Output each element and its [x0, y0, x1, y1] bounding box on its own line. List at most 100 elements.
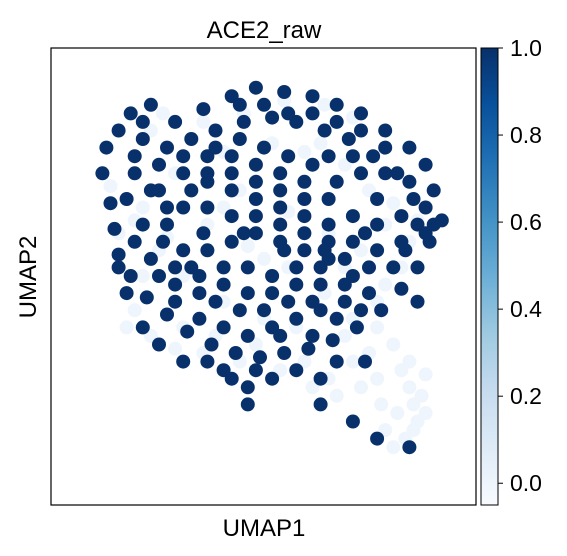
- data-point-high: [119, 192, 134, 206]
- data-point-high: [313, 260, 328, 275]
- points-layer: [95, 80, 449, 455]
- data-point-high: [297, 209, 312, 224]
- colorbar-tick-label: 1.0: [510, 35, 542, 61]
- data-point-high: [160, 140, 174, 155]
- data-point-high: [321, 149, 336, 164]
- data-point-high: [426, 183, 441, 198]
- data-point-high: [143, 183, 158, 198]
- data-point-high: [281, 294, 296, 309]
- data-point-high: [200, 200, 215, 215]
- data-point-high: [257, 303, 271, 318]
- data-point-high: [176, 166, 191, 181]
- data-point-high: [156, 234, 170, 249]
- data-point-high: [127, 166, 142, 181]
- data-point-high: [135, 114, 150, 129]
- data-point-high: [297, 174, 312, 189]
- data-point-high: [168, 294, 183, 309]
- data-point-high: [349, 320, 364, 335]
- data-point-high: [168, 114, 183, 129]
- data-point-low: [390, 406, 405, 420]
- data-point-high: [313, 397, 328, 412]
- data-point-high: [426, 217, 441, 232]
- data-point-low: [402, 380, 417, 395]
- data-point-low: [337, 328, 352, 343]
- data-point-high: [111, 247, 126, 262]
- data-point-low: [370, 320, 385, 335]
- data-point-high: [160, 200, 174, 215]
- data-point-high: [200, 243, 215, 258]
- data-point-high: [345, 414, 360, 429]
- data-point-high: [329, 174, 344, 189]
- data-point-high: [370, 217, 385, 232]
- data-point-high: [277, 85, 292, 99]
- data-point-high: [394, 281, 409, 296]
- data-point-high: [265, 110, 280, 125]
- plot-frame: [50, 47, 477, 506]
- data-point-high: [176, 149, 191, 164]
- data-point-low: [378, 277, 393, 292]
- data-point-high: [305, 157, 320, 172]
- data-point-high: [143, 97, 158, 112]
- data-point-high: [119, 286, 134, 301]
- data-point-high: [224, 209, 239, 224]
- data-point-high: [297, 192, 312, 206]
- data-point-high: [135, 132, 150, 146]
- y-axis-label: UMAP2: [15, 236, 42, 319]
- data-point-low: [329, 388, 344, 403]
- data-point-low: [103, 179, 118, 194]
- data-point-high: [418, 157, 433, 172]
- data-point-high: [224, 149, 239, 164]
- data-point-high: [410, 260, 425, 275]
- data-point-high: [240, 286, 255, 301]
- data-point-high: [362, 260, 376, 275]
- data-point-high: [257, 97, 271, 112]
- data-point-high: [273, 166, 288, 181]
- data-point-high: [257, 140, 271, 155]
- data-point-high: [378, 140, 393, 155]
- data-point-high: [289, 311, 304, 326]
- data-point-high: [176, 243, 191, 258]
- data-point-low: [418, 406, 433, 420]
- data-point-low: [386, 337, 401, 352]
- data-point-high: [240, 260, 255, 275]
- data-point-high: [127, 149, 142, 164]
- colorbar-tick-label: 0.4: [510, 296, 542, 322]
- data-point-high: [248, 192, 263, 206]
- chart-title: ACE2_raw: [207, 17, 322, 44]
- data-point-high: [297, 226, 312, 241]
- data-point-high: [248, 226, 263, 241]
- data-point-high: [273, 328, 288, 343]
- data-point-high: [329, 97, 344, 112]
- data-point-low: [240, 239, 255, 253]
- data-point-high: [305, 89, 320, 104]
- colorbar-tick-label: 0.0: [510, 470, 542, 496]
- data-point-high: [248, 157, 263, 172]
- data-point-high: [248, 363, 263, 378]
- data-point-low: [168, 341, 183, 356]
- data-point-high: [152, 269, 166, 283]
- data-point-high: [317, 123, 332, 138]
- data-point-high: [273, 217, 288, 232]
- data-point-low: [257, 251, 271, 266]
- data-point-high: [240, 380, 255, 395]
- data-point-high: [281, 106, 296, 121]
- data-point-high: [127, 234, 142, 249]
- data-point-high: [135, 320, 150, 335]
- data-point-high: [208, 123, 223, 138]
- data-point-high: [345, 234, 360, 249]
- data-point-high: [180, 324, 195, 339]
- data-point-low: [386, 196, 401, 211]
- data-point-low: [402, 354, 417, 369]
- data-point-high: [273, 183, 288, 198]
- data-point-high: [277, 346, 292, 360]
- data-point-high: [240, 397, 255, 412]
- data-point-high: [224, 166, 239, 181]
- data-point-high: [99, 140, 114, 155]
- data-point-high: [265, 269, 280, 283]
- data-point-high: [305, 294, 320, 309]
- data-point-high: [358, 226, 372, 241]
- data-point-high: [208, 294, 223, 309]
- data-point-low: [196, 114, 211, 129]
- data-point-high: [305, 328, 320, 343]
- data-point-high: [402, 174, 417, 189]
